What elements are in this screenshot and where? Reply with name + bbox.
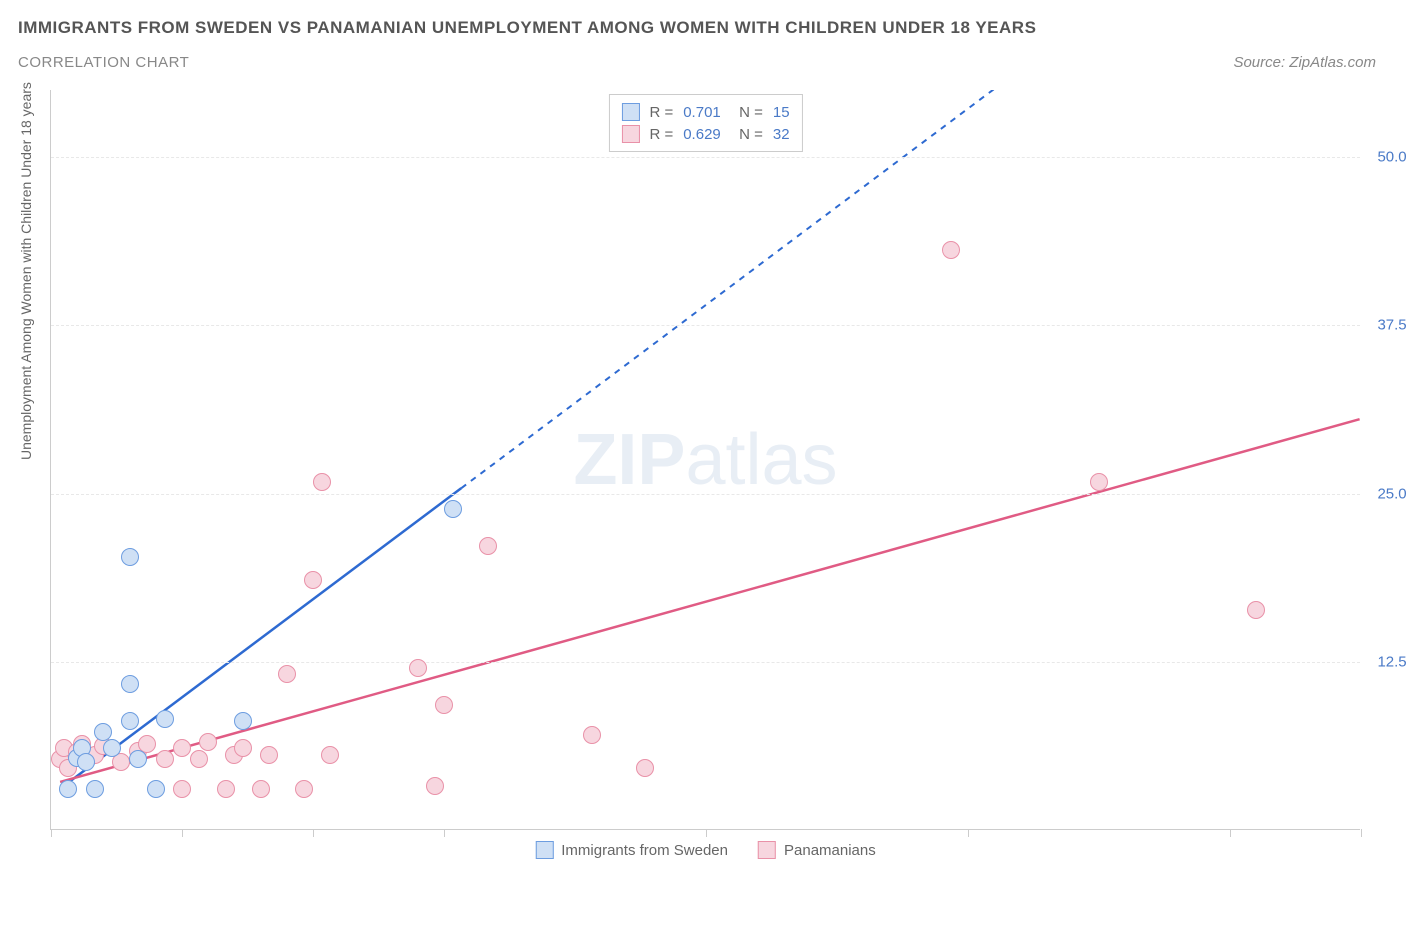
data-point (156, 710, 174, 728)
data-point (234, 739, 252, 757)
data-point (173, 780, 191, 798)
x-tick (51, 829, 52, 837)
legend-r-value: 0.701 (683, 104, 721, 121)
data-point (121, 675, 139, 693)
watermark-bold: ZIP (573, 420, 685, 500)
data-point (1247, 601, 1265, 619)
data-point (199, 733, 217, 751)
source-attribution: Source: ZipAtlas.com (1233, 54, 1376, 71)
x-tick (968, 829, 969, 837)
data-point (636, 759, 654, 777)
watermark: ZIPatlas (573, 419, 837, 501)
series-legend: Immigrants from Sweden Panamanians (535, 841, 875, 859)
legend-n-label: N = (731, 126, 763, 143)
legend-r-label: R = (649, 104, 673, 121)
legend-swatch (621, 125, 639, 143)
legend-item: Immigrants from Sweden (535, 841, 728, 859)
gridline (51, 662, 1360, 663)
y-axis-label: Unemployment Among Women with Children U… (18, 82, 34, 460)
data-point (1090, 473, 1108, 491)
data-point (103, 739, 121, 757)
legend-n-label: N = (731, 104, 763, 121)
data-point (313, 473, 331, 491)
correlation-legend: R = 0.701 N = 15R = 0.629 N = 32 (608, 94, 802, 152)
data-point (479, 537, 497, 555)
gridline (51, 494, 1360, 495)
x-tick (444, 829, 445, 837)
data-point (295, 780, 313, 798)
x-tick (1361, 829, 1362, 837)
legend-n-value: 15 (773, 104, 790, 121)
legend-item: Panamanians (758, 841, 876, 859)
chart-subtitle: CORRELATION CHART (18, 54, 189, 71)
x-tick (182, 829, 183, 837)
legend-row: R = 0.701 N = 15 (621, 101, 789, 123)
gridline (51, 325, 1360, 326)
data-point (77, 753, 95, 771)
data-point (59, 780, 77, 798)
legend-swatch (535, 841, 553, 859)
data-point (173, 739, 191, 757)
legend-r-label: R = (649, 126, 673, 143)
data-point (86, 780, 104, 798)
data-point (156, 750, 174, 768)
legend-swatch (758, 841, 776, 859)
chart-title: IMMIGRANTS FROM SWEDEN VS PANAMANIAN UNE… (18, 18, 1036, 38)
gridline (51, 157, 1360, 158)
legend-row: R = 0.629 N = 32 (621, 123, 789, 145)
data-point (583, 726, 601, 744)
watermark-light: atlas (685, 420, 837, 500)
data-point (121, 712, 139, 730)
y-tick-label: 50.0% (1377, 149, 1406, 166)
data-point (304, 571, 322, 589)
legend-label: Panamanians (784, 842, 876, 859)
data-point (129, 750, 147, 768)
data-point (426, 777, 444, 795)
x-tick (706, 829, 707, 837)
data-point (321, 746, 339, 764)
y-tick-label: 12.5% (1377, 653, 1406, 670)
data-point (444, 500, 462, 518)
data-point (234, 712, 252, 730)
data-point (278, 665, 296, 683)
legend-label: Immigrants from Sweden (561, 842, 728, 859)
data-point (260, 746, 278, 764)
x-tick (313, 829, 314, 837)
data-point (252, 780, 270, 798)
data-point (217, 780, 235, 798)
data-point (147, 780, 165, 798)
legend-swatch (621, 103, 639, 121)
x-tick (1230, 829, 1231, 837)
legend-r-value: 0.629 (683, 126, 721, 143)
legend-n-value: 32 (773, 126, 790, 143)
data-point (190, 750, 208, 768)
data-point (942, 241, 960, 259)
y-tick-label: 37.5% (1377, 317, 1406, 334)
data-point (435, 696, 453, 714)
data-point (121, 548, 139, 566)
data-point (409, 659, 427, 677)
y-tick-label: 25.0% (1377, 485, 1406, 502)
plot-area: ZIPatlas R = 0.701 N = 15R = 0.629 N = 3… (50, 90, 1360, 830)
